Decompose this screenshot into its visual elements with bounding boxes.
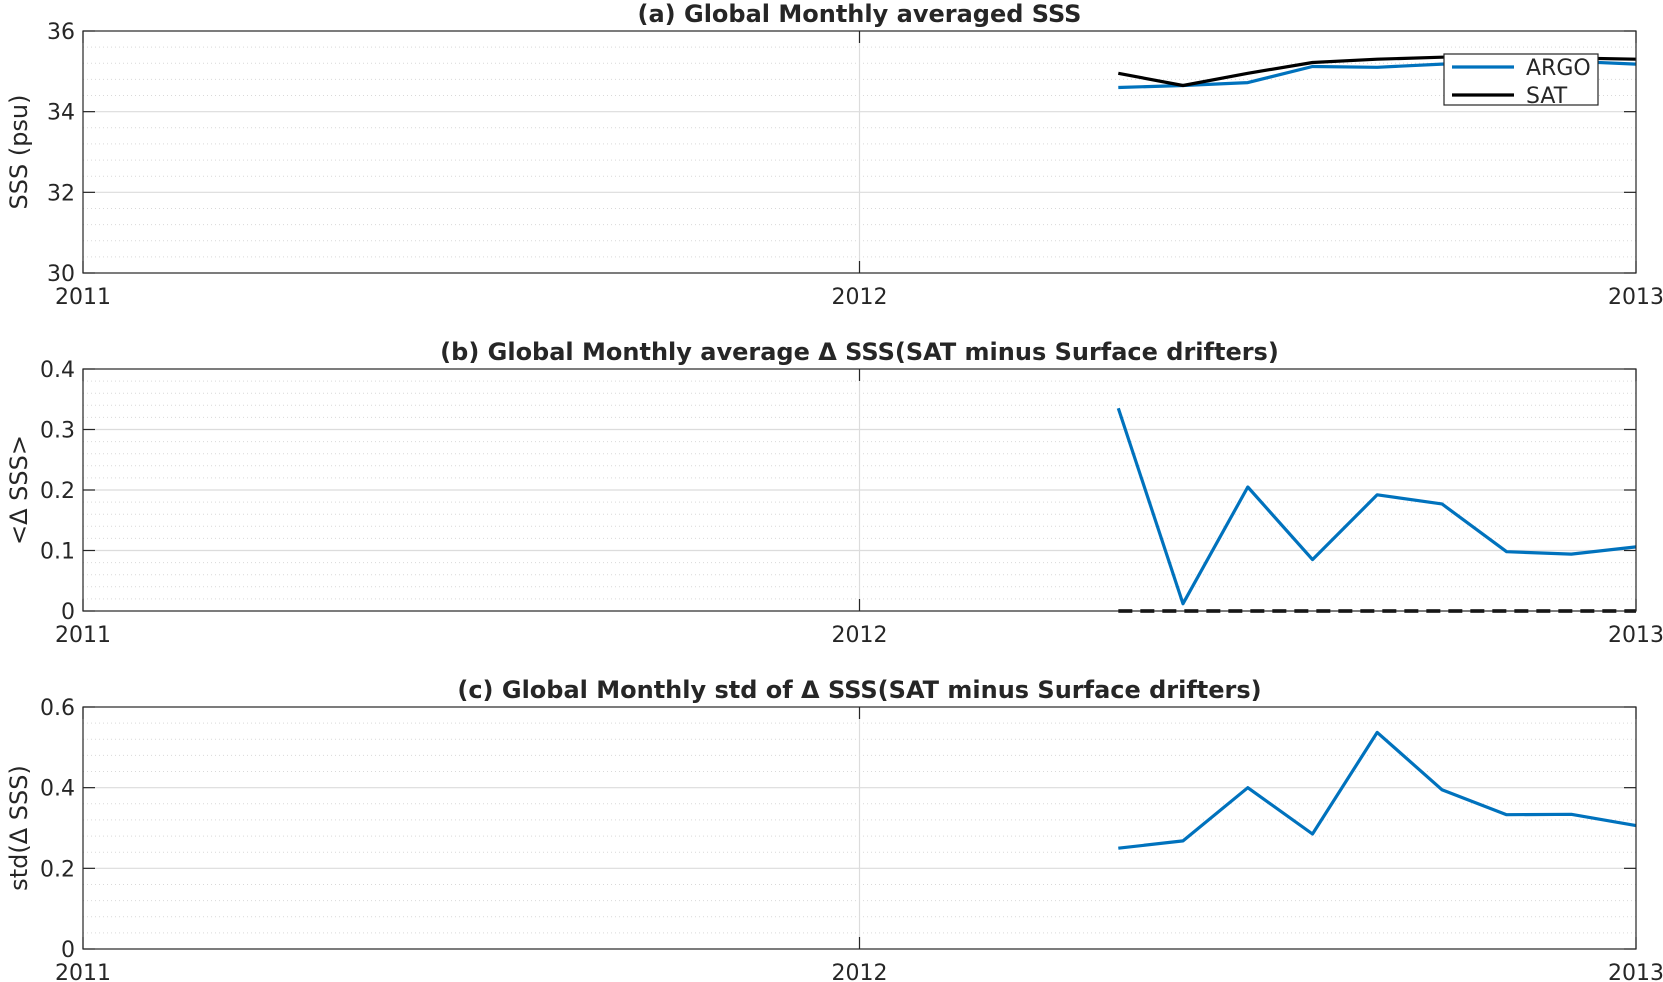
y-tick-label: 0.1 — [40, 540, 75, 565]
chart-title: (c) Global Monthly std of Δ SSS(SAT minu… — [457, 676, 1261, 704]
chart-panel-3: 0 0.2 0.4 0.6 2011 2012 2013 (c) Global Monthly… — [5, 676, 1663, 982]
y-tick-label: 34 — [47, 101, 75, 126]
legend-label-argo: ARGO — [1526, 56, 1591, 81]
x-tick-label: 2011 — [55, 285, 111, 310]
x-tick-label: 2012 — [832, 623, 888, 648]
y-tick-label: 30 — [47, 262, 75, 287]
y-tick-label: 0.4 — [40, 777, 75, 802]
y-tick-label: 0 — [61, 938, 75, 963]
y-tick-label: 0.2 — [40, 857, 75, 882]
y-tick-label: 0.2 — [40, 479, 75, 504]
chart-panel-1: 30 32 34 36 2011 2012 2013 (a) Global Monthly a… — [5, 0, 1663, 310]
x-tick-label: 2011 — [55, 961, 111, 982]
chart-title: (a) Global Monthly averaged SSS — [638, 0, 1082, 28]
x-tick-label: 2011 — [55, 623, 111, 648]
chart-title: (b) Global Monthly average Δ SSS(SAT min… — [440, 338, 1279, 366]
y-tick-label: 0.6 — [40, 696, 75, 721]
y-tick-label: 0 — [61, 600, 75, 625]
legend: ARGO SAT — [1443, 53, 1599, 109]
series-line-delta-sss — [1116, 407, 1637, 606]
legend-label-sat: SAT — [1526, 84, 1568, 109]
y-tick-label: 32 — [47, 181, 75, 206]
y-tick-label: 0.3 — [40, 419, 75, 444]
x-tick-label: 2012 — [832, 961, 888, 982]
y-tick-label: 0.4 — [40, 358, 75, 383]
y-axis-label: <Δ SSS> — [5, 435, 33, 545]
x-tick-label: 2013 — [1608, 623, 1663, 648]
series-line-delta-sss — [1118, 730, 1637, 850]
y-axis-label: std(Δ SSS) — [5, 765, 33, 891]
x-tick-label: 2012 — [832, 285, 888, 310]
x-tick-label: 2013 — [1608, 285, 1663, 310]
y-tick-label: 36 — [47, 20, 75, 45]
x-tick-label: 2013 — [1608, 961, 1663, 982]
y-axis-label: SSS (psu) — [5, 94, 33, 209]
chart-panel-2: 0 0.1 0.2 0.3 0.4 2011 2012 2013 (b) Global Mont… — [5, 338, 1663, 648]
